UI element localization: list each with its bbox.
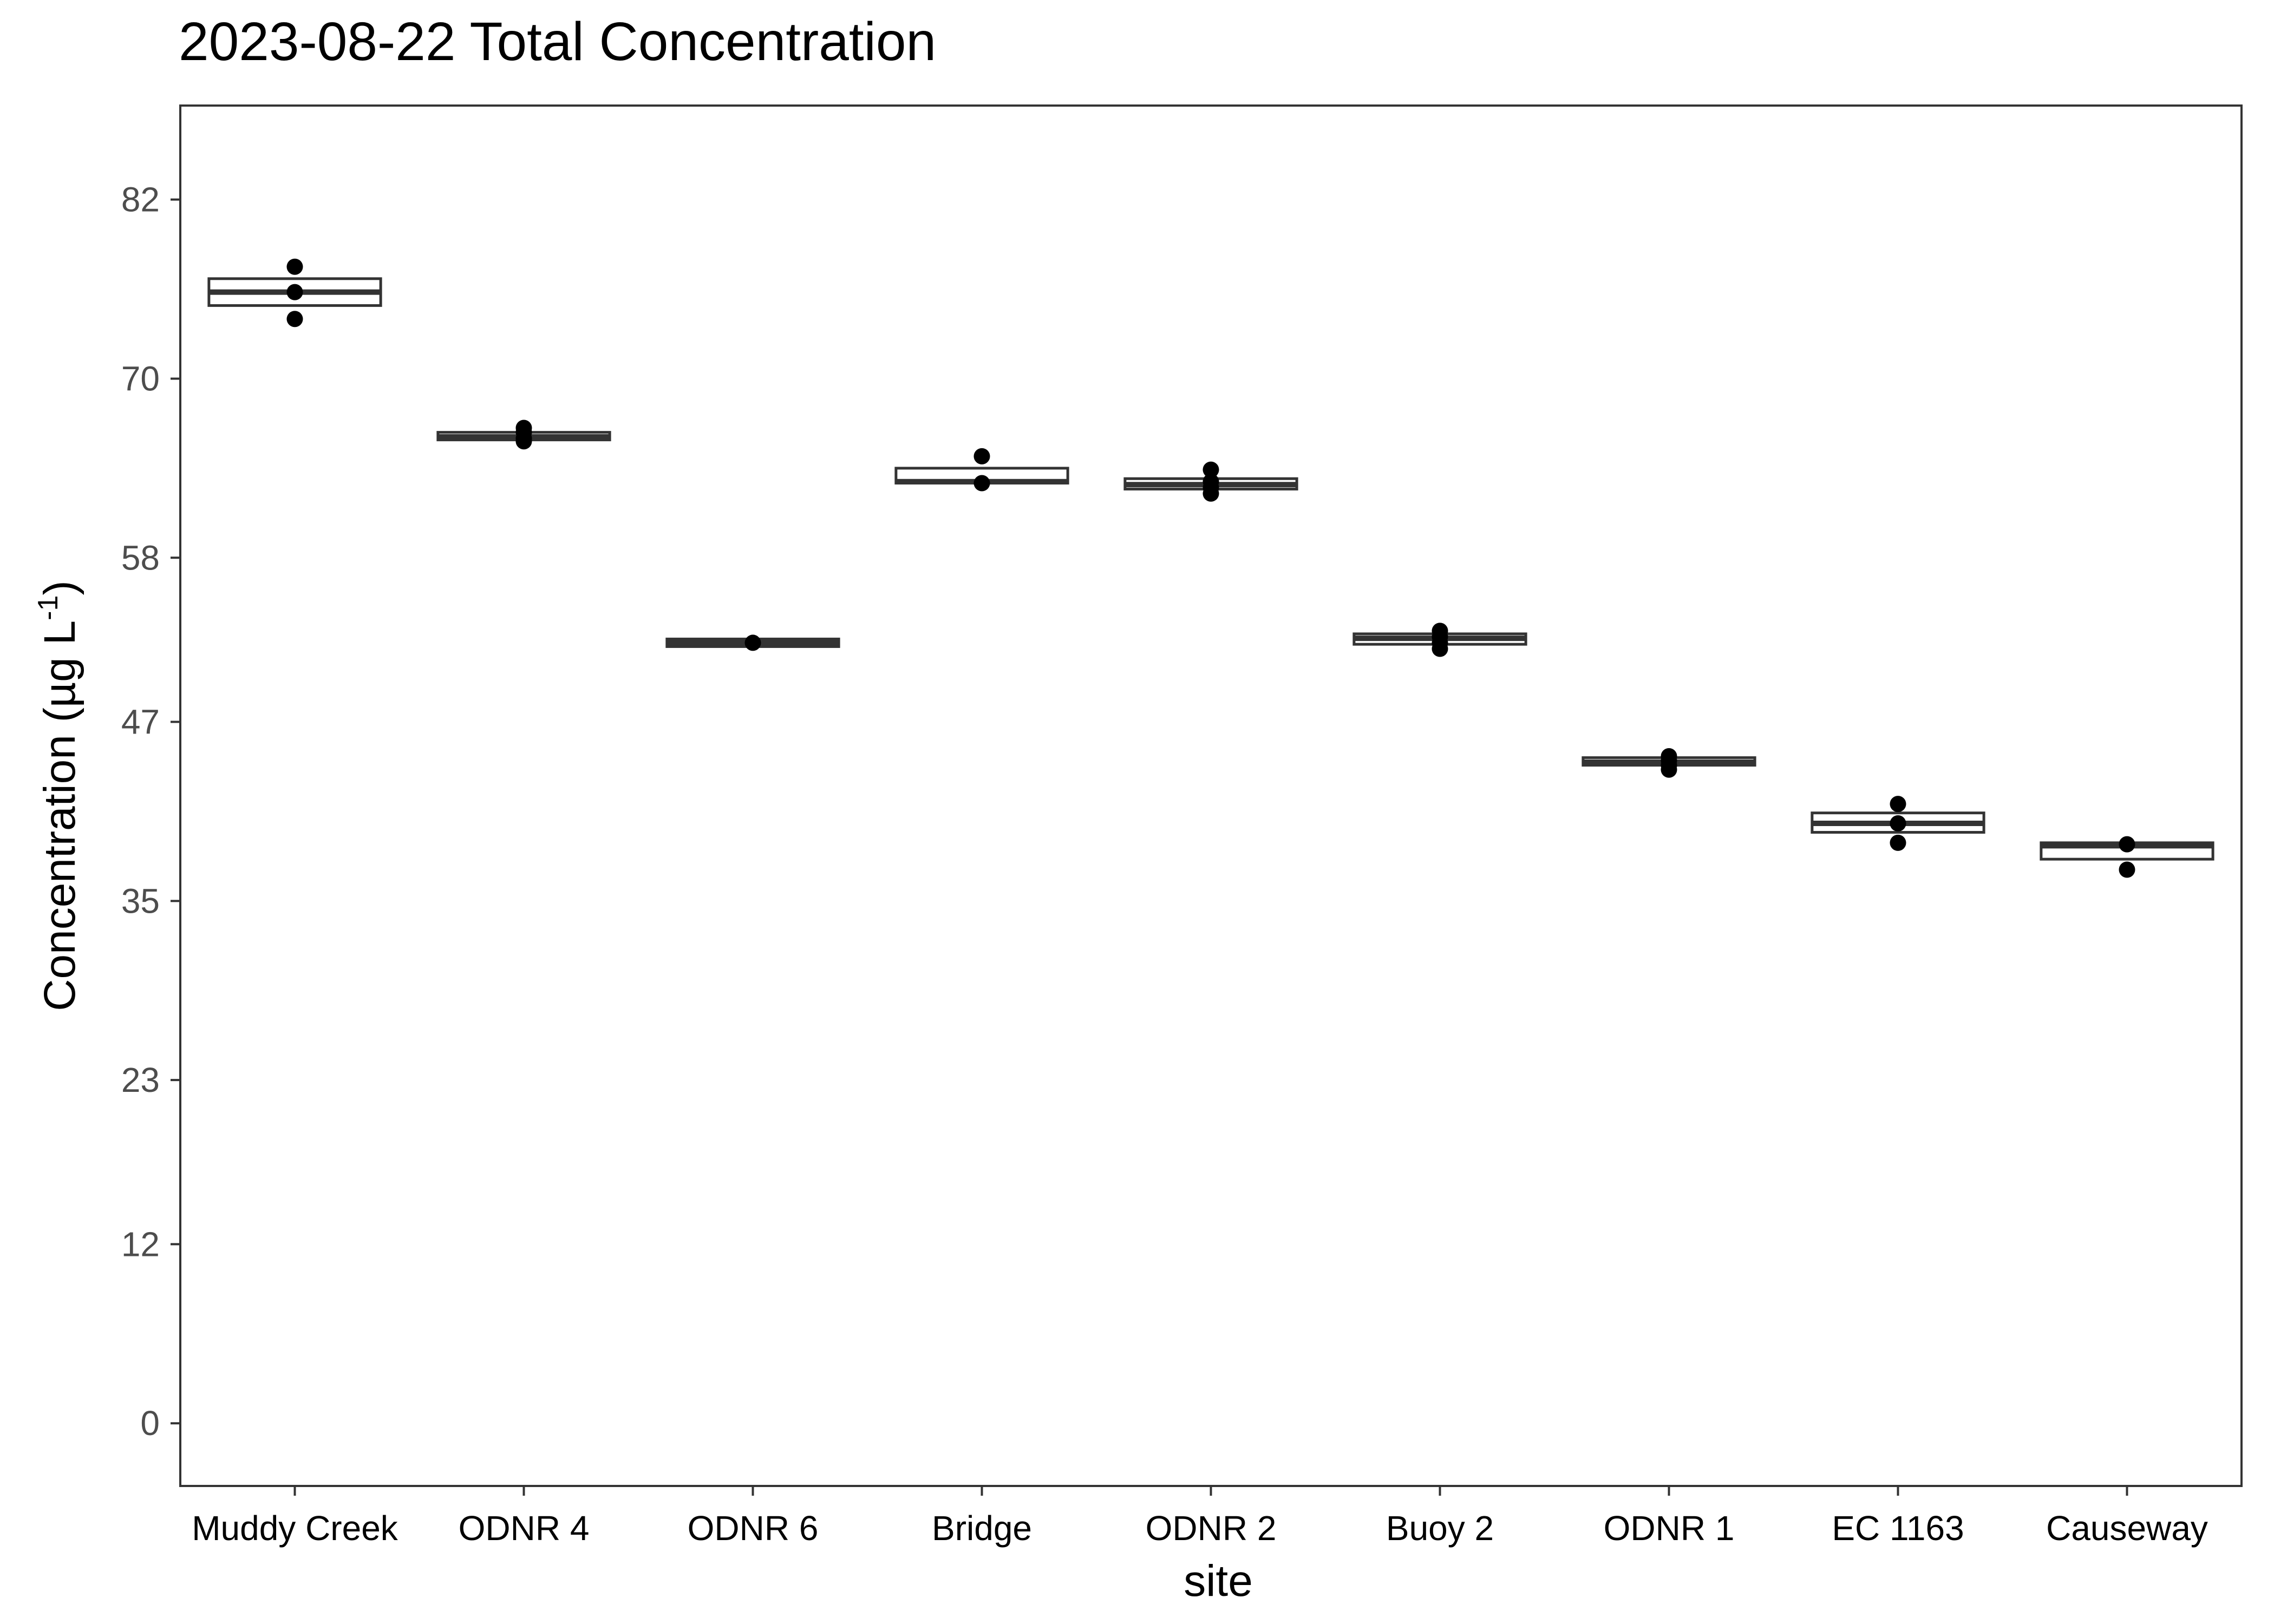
box-bridge bbox=[894, 448, 1069, 492]
y-tick-label-23: 23 bbox=[121, 1060, 160, 1099]
data-point-causeway-1 bbox=[2119, 861, 2135, 878]
y-axis-title-superscript: -1 bbox=[32, 595, 64, 620]
data-point-ec-1163-1 bbox=[1890, 834, 1906, 851]
x-axis: Muddy Creek ODNR 4 ODNR 6 Bridge ODNR 2 Buoy … bbox=[192, 1486, 2208, 1548]
y-tick-label-58: 58 bbox=[121, 538, 160, 577]
data-point-muddy-creek-3 bbox=[286, 258, 303, 275]
y-axis-title-main: Concentration (µg L bbox=[35, 620, 84, 1011]
y-tick-label-70: 70 bbox=[121, 359, 160, 398]
box-series bbox=[207, 258, 2214, 878]
data-point-muddy-creek-1 bbox=[286, 311, 303, 328]
data-point-buoy-2-4 bbox=[1432, 623, 1448, 639]
y-axis-title: Concentration (µg L-1) bbox=[32, 580, 84, 1011]
y-tick-label-35: 35 bbox=[121, 881, 160, 920]
x-tick-label-odnr-4: ODNR 4 bbox=[459, 1509, 590, 1548]
chart-title: 2023-08-22 Total Concentration bbox=[179, 11, 937, 72]
data-point-odnr-4-4 bbox=[515, 420, 532, 436]
data-point-odnr-1-4 bbox=[1661, 748, 1677, 764]
x-tick-label-odnr-2: ODNR 2 bbox=[1146, 1509, 1277, 1548]
box-odnr-1 bbox=[1582, 748, 1756, 778]
x-tick-label-bridge: Bridge bbox=[932, 1509, 1032, 1548]
plot-panel bbox=[179, 104, 2243, 1487]
x-tick-label-muddy-creek: Muddy Creek bbox=[192, 1509, 398, 1548]
data-point-ec-1163-3 bbox=[1890, 796, 1906, 813]
y-axis: 0 12 23 35 47 58 70 82 bbox=[121, 180, 180, 1443]
box-odnr-4 bbox=[436, 420, 611, 450]
data-point-causeway-2 bbox=[2119, 836, 2135, 853]
box-muddy-creek bbox=[207, 258, 382, 328]
x-tick-label-buoy-2: Buoy 2 bbox=[1386, 1509, 1494, 1548]
data-point-odnr-2-3 bbox=[1203, 473, 1219, 490]
box-ec-1163 bbox=[1811, 796, 1985, 851]
data-point-bridge-1 bbox=[973, 475, 990, 492]
data-point-bridge-2 bbox=[973, 448, 990, 464]
y-axis-title-close: ) bbox=[35, 580, 84, 595]
box-odnr-6 bbox=[665, 634, 840, 651]
box-odnr-2 bbox=[1123, 461, 1298, 502]
x-axis-title: site bbox=[1184, 1556, 1253, 1606]
x-tick-label-odnr-1: ODNR 1 bbox=[1604, 1509, 1735, 1548]
x-tick-label-odnr-6: ODNR 6 bbox=[688, 1509, 819, 1548]
data-point-muddy-creek-2 bbox=[286, 284, 303, 300]
y-tick-label-12: 12 bbox=[121, 1224, 160, 1263]
y-tick-label-47: 47 bbox=[121, 703, 160, 742]
data-point-ec-1163-2 bbox=[1890, 815, 1906, 831]
box-causeway bbox=[2040, 836, 2214, 878]
data-point-odnr-2-4 bbox=[1203, 461, 1219, 478]
x-tick-label-ec-1163: EC 1163 bbox=[1832, 1509, 1964, 1548]
y-tick-label-82: 82 bbox=[121, 180, 160, 219]
box-buoy-2 bbox=[1352, 623, 1527, 657]
y-tick-label-0: 0 bbox=[140, 1404, 160, 1443]
data-point-odnr-6-1 bbox=[744, 634, 761, 651]
x-tick-label-causeway: Causeway bbox=[2046, 1509, 2208, 1548]
